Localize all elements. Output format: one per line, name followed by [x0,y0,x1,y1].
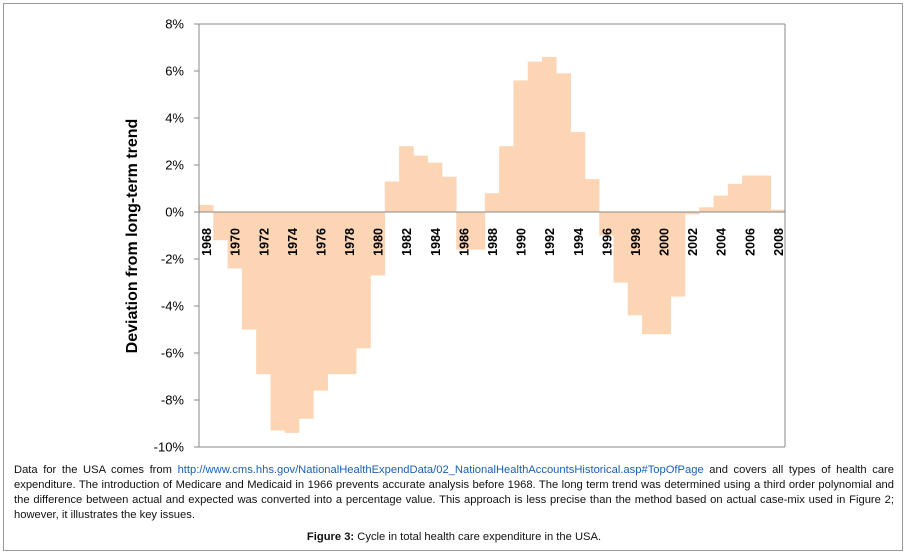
bar-2008 [770,209,786,212]
x-tick-label: 1986 [457,228,471,256]
x-tick-label: 2008 [772,228,786,256]
bar-1981 [384,181,400,212]
y-axis-label: Deviation from long-term trend [124,119,141,354]
bars-group [199,56,786,433]
bar-2006 [742,175,757,212]
bar-1979 [356,212,371,349]
bar-1972 [256,212,271,375]
data-source-link[interactable]: http://www.cms.hhs.gov/NationalHealthExp… [177,464,704,476]
bar-1968 [199,204,214,212]
figure-caption: Figure 3: Cycle in total health care exp… [0,531,908,543]
y-tick-label: -4% [161,299,185,314]
bar-1997 [613,212,629,283]
bar-1970 [227,212,243,269]
bar-1989 [499,146,514,212]
bar-1982 [399,146,414,212]
bar-1993 [556,73,571,212]
bar-1986 [456,212,471,250]
bar-1990 [513,80,529,213]
x-tick-labels: 1968 1970 1972 1974 1976 1978 1980 1982 1984 1986… [200,228,786,256]
x-tick-label: 1992 [543,228,557,256]
bar-2002 [684,212,700,215]
y-tick-labels: 8% 6% 4% 2% 0% -2% -4% -6% -8% -10% [154,17,185,455]
bar-1971 [241,212,257,330]
bar-2000 [656,212,671,335]
bar-2004 [713,195,729,212]
y-tick-label: 0% [165,205,184,220]
bar-1983 [413,155,428,212]
bar-1977 [327,212,343,375]
figure-frame [3,3,903,551]
x-tick-label: 1996 [600,228,614,256]
y-tick-label: -2% [161,252,185,267]
y-tick-label: 8% [165,17,184,32]
x-tick-label: 1980 [372,228,386,256]
bar-2007 [756,175,771,212]
x-tick-label: 2002 [686,228,700,256]
x-tick-label: 1984 [429,228,443,256]
bar-1988 [484,193,500,212]
bar-2003 [699,207,714,212]
bar-1969 [213,212,228,241]
bar-2005 [727,183,743,212]
x-tick-label: 2000 [658,228,672,256]
figure-label: Figure 3: [306,531,355,543]
bar-chart: 8%6%4%2%0%-2%-4%-6%-8%-10% 1968 1970 1972 1… [124,17,786,455]
axes-group [194,23,786,448]
bar-1996 [599,212,614,236]
x-tick-label: 1972 [257,228,271,256]
bar-1999 [642,212,657,335]
x-tick-label: 1970 [229,228,243,256]
bar-1987 [470,212,486,250]
bar-1976 [313,212,328,391]
bar-1980 [370,212,386,276]
bar-1973 [270,212,286,431]
x-tick-label: 1976 [314,228,328,256]
figure-title: Cycle in total health care expenditure i… [354,531,602,543]
y-tick-label: -10% [154,440,185,455]
y-tick-label: 2% [165,158,184,173]
x-tick-label: 1990 [515,228,529,256]
bar-1995 [584,179,600,212]
x-tick-label: 1982 [400,228,414,256]
x-tick-label: 1978 [343,228,357,256]
y-tick-label: 6% [165,64,184,79]
bar-1975 [299,212,314,419]
bar-1992 [542,56,557,213]
x-tick-label: 1974 [286,228,300,256]
y-tick-label: -6% [161,346,185,361]
x-tick-label: 1994 [572,228,586,256]
caption-text-after: and covers all types of health care expe… [14,464,894,521]
y-tick-label: 4% [165,111,184,126]
x-tick-label: 2006 [743,228,757,256]
caption-text-before: Data for the USA comes from [14,464,178,476]
bar-1984 [427,162,443,212]
bar-1978 [341,212,357,375]
y-tick-label: -8% [161,393,185,408]
x-tick-label: 1968 [200,228,214,256]
bar-1974 [284,212,300,433]
x-tick-label: 2004 [715,228,729,256]
x-tick-label: 1988 [486,228,500,256]
bar-1998 [627,212,643,316]
bar-2001 [670,212,686,297]
bar-1994 [570,132,586,212]
bar-1991 [527,61,543,212]
x-tick-label: 1998 [629,228,643,256]
figure-description: Data for the USA comes from http://www.c… [14,463,894,523]
bar-1985 [441,176,457,212]
